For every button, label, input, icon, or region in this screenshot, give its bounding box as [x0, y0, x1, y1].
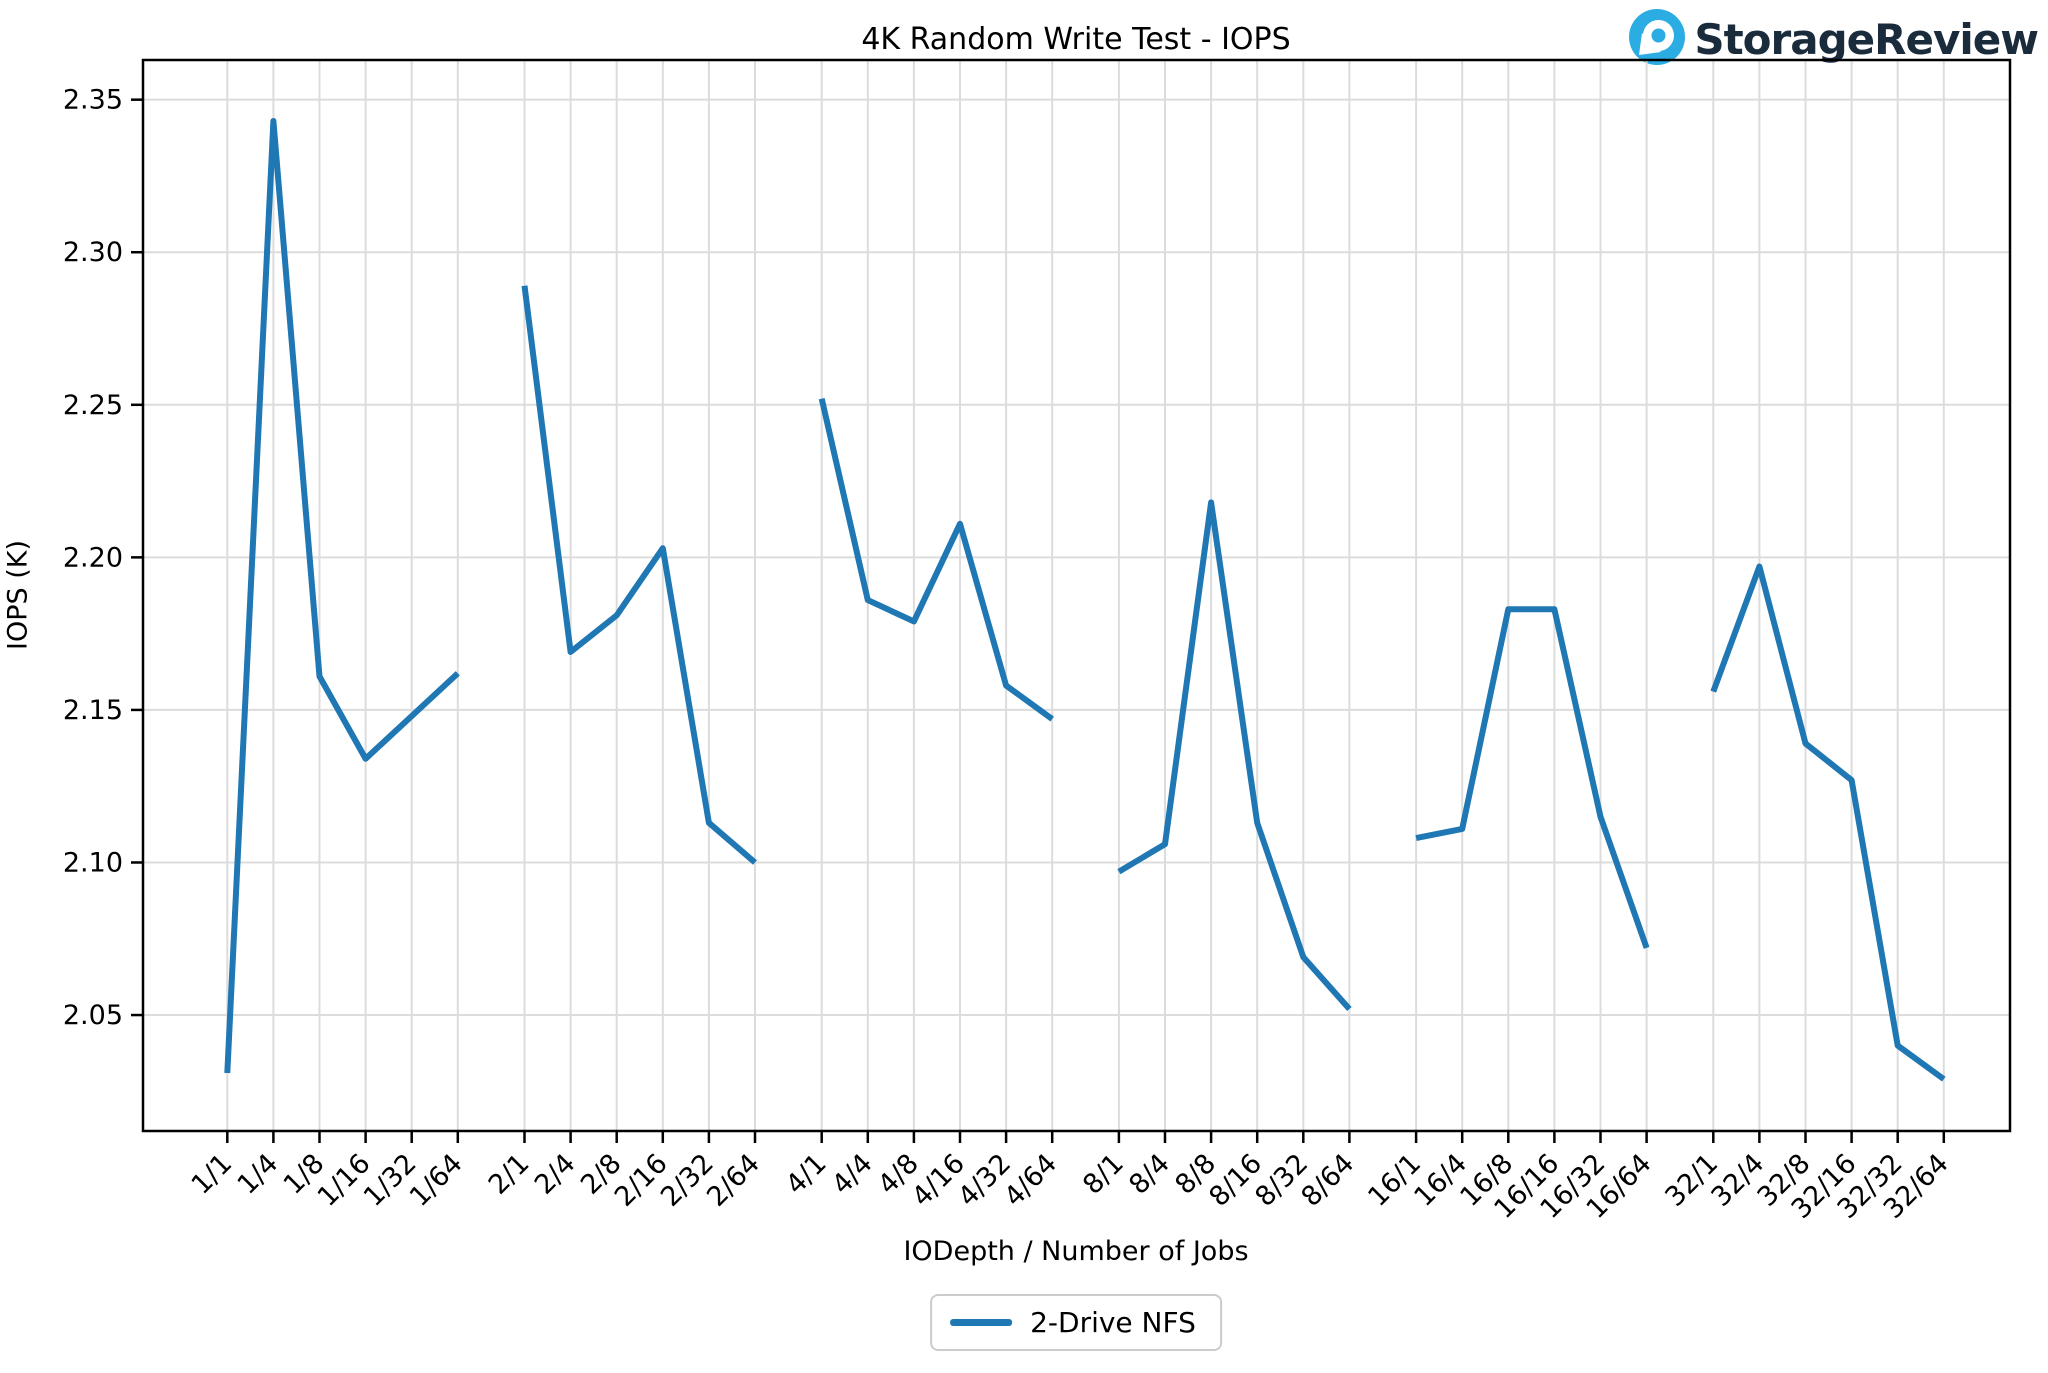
series-line-segment	[818, 398, 1054, 722]
x-tick-label: 2/1	[483, 1148, 536, 1201]
x-tick-label: 8/1	[1077, 1148, 1130, 1201]
x-tick-label: 4/4	[826, 1148, 879, 1201]
x-axis-title: IODepth / Number of Jobs	[903, 1236, 1249, 1267]
x-tick-label: 1/1	[186, 1148, 239, 1201]
x-tick-label: 1/4	[232, 1148, 285, 1201]
y-tick-label: 2.30	[63, 237, 123, 268]
y-tick-label: 2.10	[63, 847, 123, 878]
series-line-segment	[521, 285, 757, 865]
series-line-segment	[1117, 499, 1352, 1011]
y-tick-label: 2.35	[63, 85, 123, 116]
x-tick-label: 8/64	[1296, 1148, 1361, 1213]
x-tick-label: 4/16	[906, 1148, 971, 1213]
x-tick-label: 16/4	[1408, 1148, 1473, 1213]
x-tick-label: 2/4	[529, 1148, 582, 1201]
legend-line-swatch	[950, 1319, 1013, 1326]
y-tick-label: 2.20	[63, 542, 123, 573]
legend-label: 2-Drive NFS	[1030, 1306, 1196, 1339]
x-tick-label: 1/32	[358, 1148, 423, 1213]
plot-border	[141, 58, 2012, 1133]
logo-text: StorageReview	[1694, 14, 2039, 64]
storagereview-droplet-icon	[1628, 8, 1686, 70]
storagereview-logo: StorageReview	[1628, 8, 2039, 70]
x-tick-label: 4/64	[998, 1148, 1063, 1213]
y-axis-title: IOPS (K)	[2, 540, 34, 650]
legend: 2-Drive NFS	[930, 1294, 1222, 1351]
x-tick-label: 2/32	[655, 1148, 720, 1213]
y-tick-label: 2.05	[63, 1000, 123, 1031]
x-tick-label: 1/16	[312, 1148, 377, 1213]
y-tick-label: 2.25	[63, 390, 123, 421]
x-tick-label: 32/4	[1706, 1148, 1771, 1213]
y-tick-label: 2.15	[63, 695, 123, 726]
x-tick-label: 2/64	[701, 1148, 766, 1213]
x-tick-label: 16/1	[1362, 1148, 1427, 1213]
x-tick-label: 8/4	[1123, 1148, 1176, 1201]
series-line-segment	[1710, 563, 1946, 1082]
x-tick-label: 8/32	[1249, 1148, 1314, 1213]
series-line-segment	[224, 118, 460, 1074]
x-tick-label: 1/64	[404, 1148, 469, 1213]
x-tick-label: 4/32	[952, 1148, 1017, 1213]
chart-title: 4K Random Write Test - IOPS	[861, 22, 1291, 57]
x-tick-label: 32/1	[1659, 1148, 1724, 1213]
x-tick-label: 4/1	[780, 1148, 833, 1201]
x-tick-label: 2/16	[609, 1148, 674, 1213]
x-tick-label: 8/16	[1203, 1148, 1268, 1213]
series-line-segment	[1415, 606, 1650, 949]
